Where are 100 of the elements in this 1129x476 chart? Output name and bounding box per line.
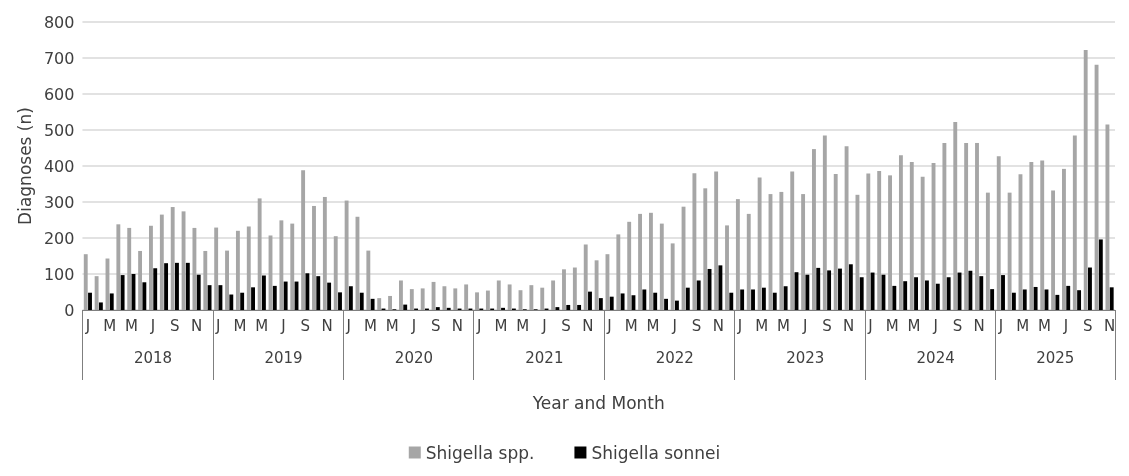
- bar: [507, 284, 512, 310]
- bar: [338, 292, 342, 310]
- bar: [572, 267, 577, 310]
- bar: [692, 173, 697, 310]
- bar: [305, 273, 310, 310]
- bar: [903, 281, 908, 310]
- y-axis-title: Diagnoses (n): [14, 107, 35, 225]
- bar: [924, 280, 929, 310]
- y-tick-label: 0: [64, 300, 75, 320]
- bar: [442, 286, 447, 310]
- bar: [257, 198, 262, 310]
- bar: [1109, 287, 1114, 310]
- bar: [968, 270, 973, 310]
- x-tick-label: S: [170, 316, 180, 335]
- bar: [127, 227, 132, 310]
- bar: [283, 281, 288, 310]
- bar: [485, 290, 490, 310]
- x-tick-label: N: [973, 316, 985, 335]
- bar: [109, 293, 114, 310]
- bar: [1051, 190, 1056, 310]
- bar: [333, 236, 338, 310]
- x-tick-label: J: [671, 316, 678, 335]
- bar: [761, 287, 766, 310]
- bar: [1083, 50, 1088, 310]
- bar: [181, 211, 186, 310]
- bar: [822, 135, 827, 310]
- bar: [348, 286, 353, 310]
- text: 2023: [786, 348, 825, 367]
- x-tick-label: J: [997, 316, 1004, 335]
- bar: [914, 277, 918, 310]
- x-tick-label: M: [885, 316, 899, 335]
- bar: [729, 292, 734, 310]
- bar: [203, 250, 208, 310]
- x-tick-label: M: [907, 316, 921, 335]
- x-tick-label: J: [736, 316, 743, 335]
- x-tick-label: N: [190, 316, 203, 335]
- x-tick-label: S: [430, 316, 441, 335]
- x-tick-label: M: [233, 316, 247, 335]
- bar: [399, 280, 403, 310]
- bar: [192, 227, 197, 310]
- x-tick-label: J: [345, 316, 351, 335]
- x-tick-label: J: [410, 316, 417, 335]
- bar: [301, 170, 306, 310]
- bar: [1094, 64, 1099, 310]
- x-tick-label: S: [822, 316, 832, 335]
- x-tick-label: M: [624, 316, 638, 335]
- x-tick-label: N: [321, 316, 333, 335]
- bar: [642, 289, 647, 310]
- bar: [562, 269, 566, 310]
- bar: [909, 162, 914, 310]
- x-tick-label: M: [516, 316, 530, 335]
- legend-label: Shigella sonnei: [591, 442, 721, 463]
- x-tick-label: N: [1103, 316, 1116, 335]
- bar: [1055, 294, 1060, 310]
- bar: [116, 224, 121, 310]
- x-tick-label: M: [124, 316, 138, 335]
- x-tick-label: N: [582, 316, 594, 335]
- bar: [98, 302, 103, 310]
- bar: [475, 292, 479, 310]
- bar: [159, 214, 164, 310]
- bar: [290, 223, 295, 310]
- bar: [1098, 239, 1103, 310]
- bar: [88, 292, 92, 310]
- bar: [979, 276, 984, 310]
- bar: [1062, 168, 1066, 310]
- bar: [1072, 135, 1077, 310]
- legend-label: Shigella spp.: [425, 442, 535, 463]
- bar: [1066, 285, 1071, 310]
- bar: [94, 276, 99, 310]
- bar: [327, 282, 332, 310]
- bar: [551, 280, 556, 310]
- y-tick-label: 300: [43, 192, 75, 212]
- bar: [566, 304, 571, 310]
- bar: [870, 272, 875, 310]
- x-tick-label: J: [475, 316, 482, 335]
- bar: [718, 265, 723, 310]
- bar: [783, 286, 788, 310]
- bar: [229, 294, 234, 310]
- bar: [316, 276, 321, 310]
- x-tick-label: M: [777, 316, 790, 335]
- bar: [409, 289, 414, 310]
- bar: [261, 275, 266, 310]
- bar: [714, 171, 719, 310]
- bar: [859, 277, 864, 310]
- x-tick-label: J: [1062, 316, 1069, 335]
- bar: [609, 296, 614, 310]
- bar: [225, 250, 229, 310]
- bar: [149, 225, 153, 310]
- x-tick-label: N: [843, 316, 855, 335]
- bar: [588, 291, 592, 310]
- bar: [898, 155, 903, 310]
- bar: [812, 149, 816, 310]
- bar: [696, 280, 701, 310]
- bar: [638, 213, 642, 310]
- bar: [848, 264, 853, 310]
- bar: [746, 213, 751, 310]
- bar: [920, 176, 925, 310]
- bar: [175, 262, 179, 310]
- bar: [833, 173, 838, 310]
- x-tick-label: S: [300, 316, 311, 335]
